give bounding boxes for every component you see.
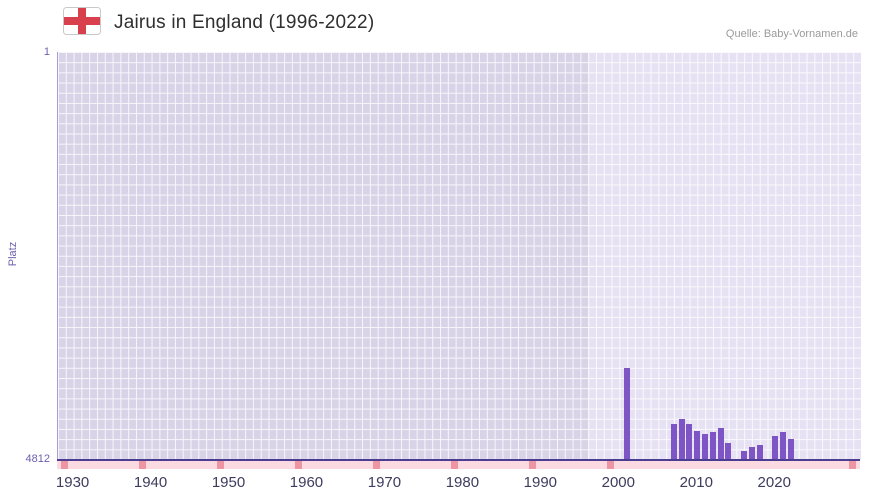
chart-bar-2014 bbox=[725, 442, 732, 460]
grid-lines bbox=[58, 52, 861, 460]
chart-bar-2013 bbox=[717, 427, 724, 460]
x-tick-label-2010: 2010 bbox=[679, 474, 713, 491]
chart-bar-2022 bbox=[787, 438, 794, 460]
no-data-mark-1979 bbox=[451, 461, 459, 469]
y-axis-title: Platz bbox=[7, 241, 19, 267]
page-title: Jairus in England (1996-2022) bbox=[114, 12, 375, 33]
chart-bar-2011 bbox=[702, 433, 709, 460]
flag-cross-horizontal bbox=[64, 17, 100, 25]
chart-bar-2017 bbox=[748, 447, 755, 460]
x-tick-label-1990: 1990 bbox=[523, 474, 558, 491]
no-data-mark-1989 bbox=[529, 461, 537, 469]
x-tick-label-2020: 2020 bbox=[757, 474, 791, 491]
no-data-mark-2030 bbox=[848, 461, 856, 469]
x-tick-label-2000: 2000 bbox=[601, 474, 635, 491]
no-data-mark-1929 bbox=[61, 461, 69, 469]
chart-bar-2009 bbox=[686, 424, 693, 460]
x-tick-label-1980: 1980 bbox=[445, 474, 480, 491]
no-data-mark-1969 bbox=[373, 461, 381, 469]
no-data-mark-1999 bbox=[607, 461, 615, 469]
x-axis-tick-labels: 1930 1940 1950 1960 1970 1980 1990 2000 2010 2020 bbox=[55, 474, 860, 494]
chart-bar-2012 bbox=[709, 431, 716, 460]
plot-area bbox=[57, 52, 861, 460]
y-axis-top-label: 1 bbox=[43, 46, 50, 58]
x-tick-label-1940: 1940 bbox=[133, 474, 168, 491]
chart-bar-2020 bbox=[772, 436, 779, 460]
y-axis-bottom-label: 4812 bbox=[25, 453, 50, 465]
chart-bar-2007 bbox=[670, 424, 677, 460]
x-axis-line bbox=[57, 459, 860, 461]
source-credit: Quelle: Baby-Vornamen.de bbox=[725, 28, 858, 40]
chart-bar-2018 bbox=[756, 445, 763, 460]
england-flag-icon bbox=[63, 7, 101, 35]
no-data-mark-1949 bbox=[217, 461, 225, 469]
x-tick-label-1950: 1950 bbox=[211, 474, 246, 491]
x-tick-label-1970: 1970 bbox=[367, 474, 402, 491]
chart-bar-2016 bbox=[741, 450, 748, 460]
chart-bar-2008 bbox=[678, 419, 685, 460]
x-tick-label-1960: 1960 bbox=[289, 474, 324, 491]
chart-bar-2021 bbox=[780, 431, 787, 460]
chart-bar-2001 bbox=[624, 368, 631, 460]
no-data-mark-1959 bbox=[295, 461, 303, 469]
x-tick-label-1930: 1930 bbox=[55, 474, 90, 491]
no-data-mark-1939 bbox=[139, 461, 147, 469]
chart-bar-2010 bbox=[694, 430, 701, 460]
no-data-strip bbox=[57, 461, 860, 469]
